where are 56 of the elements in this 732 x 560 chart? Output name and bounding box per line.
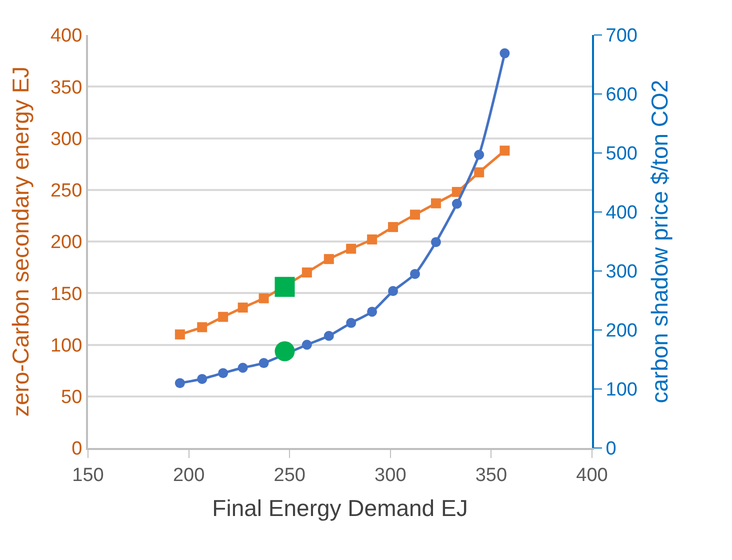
y2-tick-label: 400 [606,202,638,224]
point [197,374,208,384]
point [452,198,462,209]
point [174,329,185,340]
point [388,222,398,232]
point [367,306,378,317]
point [367,234,378,244]
y2-tick-label: 0 [606,438,616,460]
x-tick-label: 400 [576,464,608,486]
y2-tick-label: 700 [606,26,638,47]
y2-tick-label: 200 [606,320,638,342]
point [238,362,248,373]
y-tick-label: 100 [50,335,82,356]
point [174,378,185,388]
point [258,293,269,304]
y2-tick-label: 600 [606,84,638,106]
point [324,254,334,264]
y-tick-label: 350 [50,77,82,98]
point [302,340,312,350]
point [500,48,510,58]
point [430,198,441,208]
point [388,286,398,296]
y-tick-label: 400 [50,26,82,47]
point [474,150,484,160]
point [410,210,420,220]
y2-tick-label: 500 [606,144,638,165]
y2-axis-title: carbon shadow price $/ton CO2 [646,80,673,404]
point [274,276,295,297]
x-tick-label: 200 [172,464,205,486]
y2-tick-label: 100 [606,380,638,401]
point [430,237,441,248]
point [238,302,248,313]
y-tick-label: 200 [50,232,82,254]
point [218,312,228,322]
y-tick-label: 150 [50,284,82,305]
point [324,330,334,341]
x-axis-title: Final Energy Demand EJ [212,494,468,521]
y-axis-title: zero-Carbon secondary energy EJ [7,66,34,417]
x-tick-label: 300 [374,464,406,486]
point [302,267,312,278]
y-tick-label: 50 [61,387,82,408]
x-tick-label: 350 [475,464,508,486]
point [274,341,295,362]
point [474,167,484,178]
y-tick-label: 0 [72,438,82,460]
point [258,358,269,368]
point [500,146,510,156]
point [197,322,208,332]
point [218,368,228,378]
y-tick-label: 300 [50,128,82,150]
y2-tick-label: 300 [606,262,638,283]
x-tick-label: 250 [274,464,306,486]
point [346,244,356,254]
y-tick-label: 250 [50,180,82,202]
point [410,268,420,279]
point [346,318,356,328]
